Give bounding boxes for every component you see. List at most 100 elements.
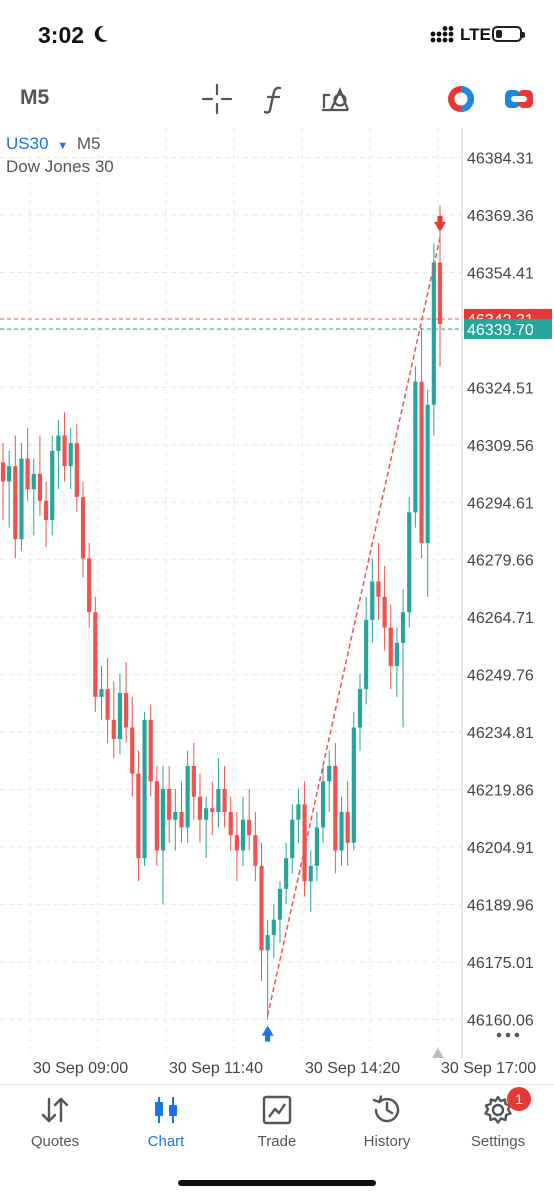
candle-body [333,765,338,851]
candle-body [327,765,332,782]
candlestick-chart[interactable]: 46384.31 46369.36 46354.41 46324.51 46309.56… [0,128,554,1058]
nav-label: Settings [470,1133,526,1150]
trade-icon [262,1095,292,1125]
nav-label: History [363,1133,411,1150]
symbol-row[interactable]: US30 ▼ M5 [6,134,114,154]
buy-arrow-icon [261,1025,274,1042]
nav-settings[interactable]: 1 Settings [443,1085,553,1161]
candle-body [7,466,12,482]
chart-header[interactable]: US30 ▼ M5 Dow Jones 30 [6,134,114,177]
candle-body [247,819,252,836]
candle-body [43,500,49,520]
timeframe-button[interactable]: M5 [20,86,50,109]
battery-icon [492,26,525,42]
candle-body [111,719,116,740]
price-label: 46204.91 [467,840,534,857]
status-bar: 3:02 LTE [0,0,554,70]
candle-body [228,812,233,836]
notification-badge: 1 [507,1087,531,1111]
sell-arrow-icon [434,215,446,232]
price-label: 46189.96 [467,897,534,914]
nav-history[interactable]: History [332,1085,442,1161]
objects-icon[interactable] [318,82,352,116]
symbol-name[interactable]: US30 [6,134,49,153]
candle-body [136,773,141,859]
price-label: 46309.56 [467,438,534,455]
nav-chart[interactable]: Chart [111,1085,221,1161]
price-label: 46384.31 [467,151,534,168]
dot [514,1032,520,1038]
candle-body [19,458,24,540]
price-label: 46219.86 [467,783,534,800]
candle-body [0,462,6,482]
candle-body [425,404,430,544]
candle-body [179,812,184,828]
candle-body [210,808,215,813]
network-type: LTE [460,25,491,44]
candle-body [339,812,344,851]
time-label: 30 Sep 09:00 [33,1060,129,1077]
symbol-timeframe: M5 [76,134,101,153]
time-label: 30 Sep 17:00 [441,1060,537,1077]
candle-body [148,719,153,782]
candle-body [68,443,73,467]
candle-body [37,473,43,501]
indicator-f-icon[interactable] [258,82,292,116]
candle-body [431,262,436,405]
candle-body [117,692,123,740]
dot [505,1032,511,1038]
candle-body [123,692,129,728]
candle-body [93,612,98,697]
candle-body [277,888,283,920]
price-label: 46324.51 [467,380,534,397]
candle-body [222,788,227,813]
price-label: 46249.76 [467,668,534,685]
price-label: 46369.36 [467,208,534,225]
candle-body [74,443,79,497]
candle-body [364,619,369,690]
crosshair-icon[interactable] [200,82,234,116]
chart-shift-icon[interactable] [432,1048,444,1058]
price-label: 46264.71 [467,610,534,627]
nav-label: Trade [257,1133,297,1150]
candle-body [173,812,178,820]
candle-body [407,512,412,613]
nav-quotes[interactable]: Quotes [0,1085,110,1161]
quotes-icon [41,1097,69,1123]
candle-body [388,627,393,667]
history-icon [372,1095,400,1123]
more-options-icon[interactable] [496,1032,520,1038]
candle-body [400,612,406,643]
price-label: 46279.66 [467,553,534,570]
ask-price-tag [464,318,552,339]
candle-body [419,381,424,544]
price-label: 46294.61 [467,495,534,512]
nav-trade[interactable]: Trade [222,1085,332,1161]
one-click-trading-icon[interactable] [444,82,478,116]
time-label: 30 Sep 11:40 [169,1060,264,1077]
candle-body [13,466,18,540]
candle-body [154,781,159,851]
trade-toggle-icon[interactable] [502,82,536,116]
chart-area[interactable]: 46384.31 46369.36 46354.41 46324.51 46309.56… [0,128,554,1058]
candle-body [308,865,313,882]
price-label: 46234.81 [467,725,534,742]
price-label: 46160.06 [467,1012,534,1029]
dropdown-arrow-icon[interactable]: ▼ [57,140,69,152]
candle-body [56,435,61,451]
candle-body [197,796,203,820]
candle-body [376,581,381,597]
candle-body [320,781,326,828]
nav-label: Quotes [30,1133,80,1150]
candle-body [80,496,86,559]
candle-body [87,558,92,613]
dot [496,1032,502,1038]
ask-price-label: 46339.70 [467,322,534,339]
candle-body [437,262,443,324]
candle-body [142,719,147,859]
candle-body [302,804,307,882]
candle-body [413,381,418,513]
nav-label: Chart [147,1133,185,1150]
candle-body [296,804,301,820]
candle-body [351,727,356,843]
